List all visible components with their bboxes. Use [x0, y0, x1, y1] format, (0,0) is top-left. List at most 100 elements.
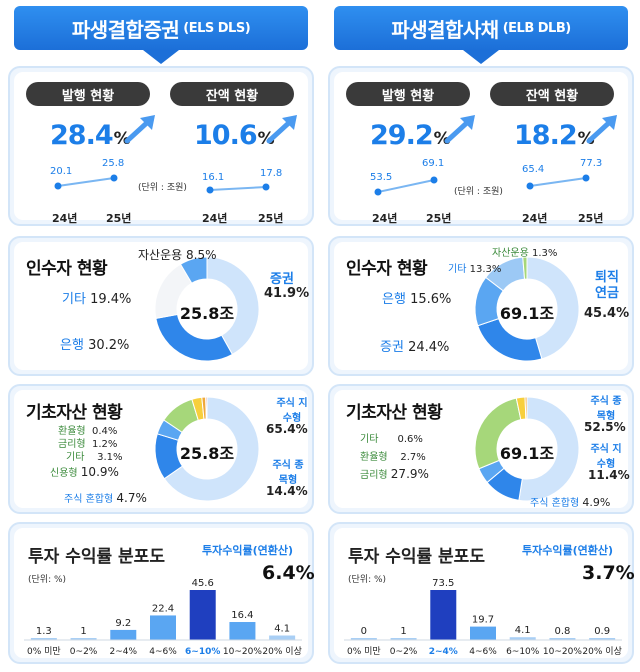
els-dist-value-5: 16.4	[231, 610, 253, 621]
els-year-25b: 25년	[258, 212, 284, 225]
elb-year-25b: 25년	[578, 212, 604, 225]
els-dist-unit: (단위: %)	[28, 575, 67, 585]
els-dist-value-3: 22.4	[152, 603, 174, 614]
els-dist-category-4: 6~10%	[185, 647, 220, 657]
els-balance-trend-icon	[266, 115, 297, 144]
elb-inv-label-pension-name: 퇴직 연금	[595, 270, 619, 301]
els-year-24: 24년	[52, 212, 78, 225]
elb-inv-donut-slice-4	[522, 256, 528, 280]
elb-inv-label-bank: 은행 15.6%	[382, 292, 452, 307]
els-dist-value-0: 1.3	[36, 626, 52, 637]
elb-year-24b: 24년	[522, 212, 548, 225]
elb-underlying-title: 기초자산 현황	[346, 403, 443, 423]
els-issue-pct: 28.4%	[50, 120, 131, 151]
elb-dist-category-2: 2~4%	[429, 647, 458, 657]
els-dist-bar-3	[150, 615, 176, 640]
els-dist-return-value: 6.4%	[262, 562, 315, 584]
elb-inv-label-am: 자산운용 1.3%	[492, 248, 558, 259]
elb-inv-label-etc: 기타 13.3%	[448, 264, 502, 275]
elb-balance-v25: 77.3	[580, 158, 603, 169]
els-und-credit: 신용형 10.9%	[50, 465, 119, 479]
elb-und-fx: 환율형 2.7%	[360, 452, 426, 463]
els-underlying-center: 25.8조	[179, 444, 235, 463]
els-und-rate: 금리형 1.2%	[58, 439, 118, 450]
els-dist-category-5: 10~20%	[223, 647, 262, 657]
els-balance-pct: 10.6%	[194, 120, 275, 151]
els-dist-bar-4	[189, 590, 216, 640]
els-banner-title: 파생결합증권	[71, 17, 180, 42]
els-und-index-name: 주식 지수형	[276, 398, 308, 424]
elb-dist-value-3: 19.7	[472, 615, 494, 626]
elb-balance-pct: 18.2%	[514, 120, 595, 151]
elb-dist-category-3: 4~6%	[469, 647, 497, 657]
els-issuance-panel: 발행 현황 잔액 현황 28.4% 10.6% 20.1 25.8 (단위 : …	[8, 66, 314, 226]
els-underlying-title: 기초자산 현황	[26, 403, 123, 423]
els-distribution-chart: 1.3 0% 미만 1 0~2% 9.2 2~4% 22.4 4~6% 45.6 6~10% 16.…	[24, 578, 302, 657]
els-dist-value-1: 1	[80, 626, 86, 637]
els-year-25: 25년	[106, 212, 132, 225]
elb-und-rate: 금리형 27.9%	[360, 467, 429, 481]
elb-dist-category-0: 0% 미만	[347, 646, 381, 657]
elb-dist-title: 투자 수익률 분포도	[348, 547, 485, 567]
els-dist-bar-5	[229, 622, 256, 640]
elb-dist-value-4: 4.1	[515, 625, 531, 636]
els-und-index-value: 65.4%	[266, 422, 308, 436]
elb-underlying-donut	[474, 396, 580, 502]
elb-dist-unit: (단위: %)	[348, 575, 387, 585]
els-dist-bar-6	[269, 635, 296, 640]
els-balance-v25: 17.8	[260, 168, 283, 179]
elb-issue-trend-icon	[444, 115, 475, 144]
elb-dist-category-4: 6~10%	[506, 647, 540, 657]
elb-dist-bar-2	[430, 590, 457, 640]
elb-balance-line	[526, 174, 590, 190]
elb-column: 파생결합사채 (ELB DLB) 발행 현황 잔액 현황 29.2% 18.2%…	[328, 0, 635, 672]
elb-dist-bar-4	[509, 637, 536, 640]
els-dist-bar-1	[70, 638, 97, 640]
elb-und-stock-value: 52.5%	[584, 420, 626, 434]
elb-dist-value-6: 0.9	[594, 626, 610, 637]
els-dist-value-2: 9.2	[115, 618, 131, 629]
elb-balance-v24: 65.4	[522, 164, 545, 175]
els-inv-label-am: 자산운용 8.5%	[138, 248, 217, 262]
els-dist-category-0: 0% 미만	[27, 646, 61, 657]
elb-banner-title: 파생결합사채	[391, 17, 499, 42]
elb-distribution-panel: 투자 수익률 분포도 (단위: %) 투자수익률(연환산) 3.7% 0 0% 미…	[328, 522, 635, 664]
elb-und-etc: 기타 0.6%	[360, 434, 423, 445]
els-dist-category-2: 2~4%	[110, 647, 138, 657]
elb-dist-bar-3	[470, 626, 496, 640]
elb-distribution-chart: 0 0% 미만 1 0~2% 73.5 2~4% 19.7 4~6% 4.1 6~10% 0.8 10…	[344, 578, 622, 657]
elb-banner: 파생결합사채 (ELB DLB)	[334, 6, 628, 50]
els-inv-label-etc: 기타 19.4%	[62, 292, 132, 307]
elb-dist-return-label: 투자수익률(연환산)	[522, 544, 614, 557]
elb-und-index-name: 주식 지수형	[590, 444, 622, 470]
elb-investors-donut	[474, 256, 580, 362]
els-dist-bar-0	[30, 638, 57, 640]
elb-issue-v24: 53.5	[370, 172, 393, 183]
elb-und-donut-hole	[498, 420, 556, 478]
elb-dist-category-6: 20% 이상	[582, 646, 621, 657]
els-dist-return-label: 투자수익률(연환산)	[202, 544, 294, 557]
elb-inv-label-sec: 증권 24.4%	[380, 340, 450, 355]
elb-dist-value-5: 0.8	[554, 626, 570, 637]
elb-inv-donut-hole	[498, 280, 556, 338]
els-issue-v24: 20.1	[50, 166, 73, 177]
els-und-etc: 기타 3.1%	[66, 452, 123, 463]
elb-dist-category-5: 10~20%	[543, 647, 582, 657]
els-inv-label-bank: 은행 30.2%	[60, 338, 130, 353]
els-issue-v25: 25.8	[102, 158, 125, 169]
els-investors-center: 25.8조	[179, 304, 235, 323]
els-und-mixed: 주식 혼합형 4.7%	[64, 491, 147, 505]
elb-dist-value-2: 73.5	[432, 578, 454, 589]
els-und-stock-name: 주식 종목형	[272, 460, 304, 486]
elb-dist-value-0: 0	[361, 626, 367, 637]
els-distribution-panel: 투자 수익률 분포도 (단위: %) 투자수익률(연환산) 6.4% 1.3 0%…	[8, 522, 315, 664]
els-investors-title: 인수자 현황	[26, 259, 108, 279]
els-dist-value-4: 45.6	[192, 578, 214, 589]
elb-banner-sub: (ELB DLB)	[502, 20, 571, 36]
elb-und-stock-name: 주식 종목형	[590, 396, 622, 422]
elb-balance-trend-icon	[586, 115, 617, 144]
elb-underlying-center: 69.1조	[499, 444, 555, 463]
elb-und-donut-slice-0	[518, 396, 580, 502]
elb-und-mixed: 주식 혼합형 4.9%	[530, 496, 611, 509]
els-banner-arrow	[143, 50, 179, 64]
